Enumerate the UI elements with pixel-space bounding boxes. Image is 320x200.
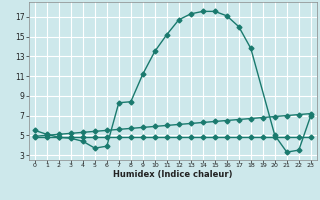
X-axis label: Humidex (Indice chaleur): Humidex (Indice chaleur) [113, 170, 233, 179]
